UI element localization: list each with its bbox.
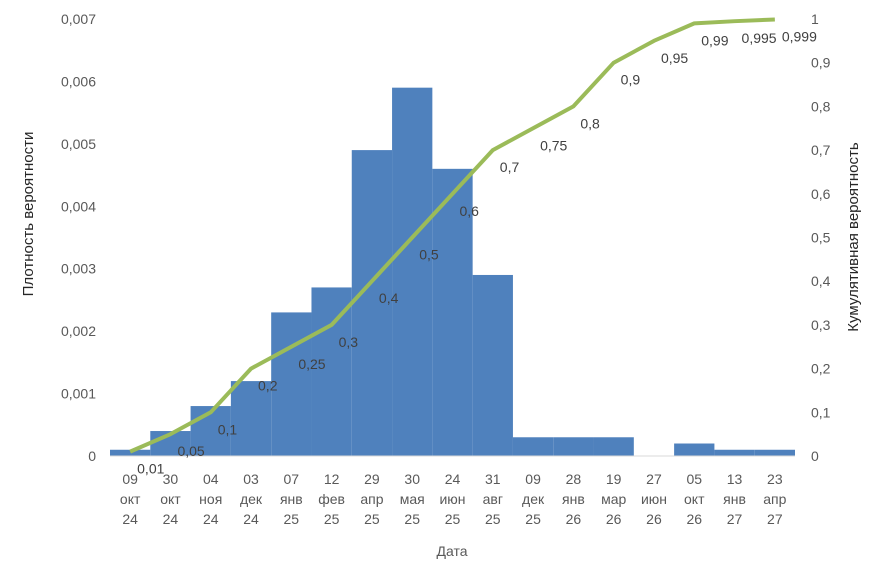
- x-tick-label: 09 дек 25: [522, 471, 545, 527]
- bar: [472, 274, 513, 456]
- y-right-tick-label: 0,8: [811, 98, 831, 114]
- y-right-tick-label: 0,1: [811, 404, 831, 420]
- data-label: 0,9: [621, 72, 641, 88]
- y-right-tick-label: 0: [811, 448, 819, 464]
- data-label: 0,995: [742, 30, 777, 46]
- bar-series: [110, 87, 795, 457]
- y-left-tick-label: 0,003: [61, 261, 96, 277]
- y-right-tick-label: 0,5: [811, 230, 831, 246]
- bar: [553, 437, 594, 456]
- y-left-tick-label: 0,001: [61, 386, 96, 402]
- y-left-tick-label: 0: [88, 448, 96, 464]
- bar: [754, 449, 795, 456]
- bar: [593, 437, 634, 456]
- y-axis-right-ticks: 0 0,1 0,2 0,3 0,4 0,5 0,6 0,7 0,8 0,9 1: [811, 11, 831, 464]
- x-tick-label: 29 апр 25: [360, 471, 383, 527]
- data-label: 0,95: [661, 50, 688, 66]
- bar: [714, 449, 755, 456]
- bar: [230, 381, 272, 456]
- y-right-tick-label: 1: [811, 11, 819, 27]
- x-tick-label: 13 янв 27: [723, 471, 746, 527]
- x-tick-label: 30 мая 25: [400, 471, 425, 527]
- y-right-tick-label: 0,7: [811, 142, 831, 158]
- y-right-tick-label: 0,3: [811, 317, 831, 333]
- data-label: 0,05: [177, 443, 204, 459]
- y-left-tick-label: 0,004: [61, 198, 96, 214]
- cumulative-line: [129, 17, 775, 454]
- x-axis-ticks: 09 окт 24 30 окт 24 04 ноя 24 03 дек 24 07 янв 25 12 фев…: [120, 471, 787, 527]
- x-axis-title: Дата: [436, 543, 467, 559]
- bar: [351, 150, 393, 456]
- data-label: 0,8: [580, 115, 600, 131]
- bar: [512, 437, 554, 456]
- bar: [392, 87, 433, 457]
- data-label: 0,75: [540, 137, 567, 153]
- y-left-tick-label: 0,005: [61, 136, 96, 152]
- x-tick-label: 03 дек 24: [240, 471, 263, 527]
- x-tick-label: 09 окт 24: [120, 471, 141, 527]
- x-tick-label: 31 авг 25: [483, 471, 503, 527]
- bar: [110, 449, 151, 456]
- x-tick-label: 23 апр 27: [763, 471, 786, 527]
- x-tick-label: 07 янв 25: [280, 471, 303, 527]
- x-tick-label: 30 окт 24: [160, 471, 181, 527]
- x-tick-label: 05 окт 26: [684, 471, 705, 527]
- x-tick-label: 27 июн 26: [641, 471, 667, 527]
- data-labels: 0,01 0,05 0,1 0,2 0,25 0,3 0,4 0,5 0,6 0,7 0,75 0,8…: [137, 28, 817, 476]
- x-tick-label: 19 мар 26: [601, 471, 626, 527]
- data-label: 0,2: [258, 378, 278, 394]
- data-label: 0,1: [218, 421, 238, 437]
- y-right-tick-label: 0,4: [811, 273, 831, 289]
- x-tick-label: 24 июн 25: [439, 471, 465, 527]
- y-axis-left-title: Плотность вероятности: [20, 132, 37, 297]
- x-tick-label: 12 фев 25: [318, 471, 345, 527]
- y-right-tick-label: 0,9: [811, 55, 831, 71]
- data-label: 0,5: [419, 247, 439, 263]
- y-left-tick-label: 0,002: [61, 323, 96, 339]
- data-label: 0,99: [701, 32, 728, 48]
- bar: [674, 443, 715, 456]
- data-label: 0,01: [137, 461, 164, 477]
- y-left-tick-label: 0,006: [61, 73, 96, 89]
- data-label: 0,3: [339, 334, 359, 350]
- data-label: 0,7: [500, 159, 520, 175]
- x-tick-label: 28 янв 26: [562, 471, 585, 527]
- bar: [311, 287, 352, 456]
- data-label: 0,6: [460, 203, 480, 219]
- y-axis-left-ticks: 0 0,001 0,002 0,003 0,004 0,005 0,006 0,007: [61, 11, 96, 464]
- data-label: 0,4: [379, 290, 399, 306]
- x-tick-label: 04 ноя 24: [199, 471, 222, 527]
- y-right-tick-label: 0,2: [811, 361, 831, 377]
- data-label: 0,999: [782, 28, 817, 44]
- y-axis-right-title: Кумулятивная вероятность: [845, 142, 862, 332]
- bar: [432, 168, 473, 456]
- y-left-tick-label: 0,007: [61, 11, 96, 27]
- data-label: 0,25: [298, 356, 325, 372]
- bar: [271, 312, 312, 456]
- y-right-tick-label: 0,6: [811, 186, 831, 202]
